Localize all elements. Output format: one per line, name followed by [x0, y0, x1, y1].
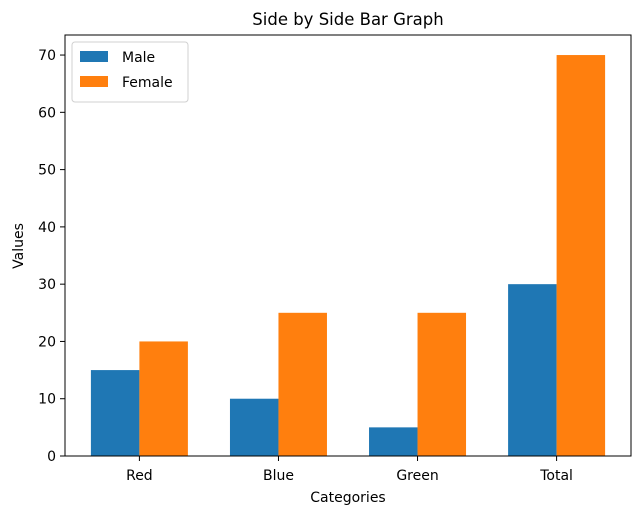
plot-frame — [64, 34, 632, 457]
y-axis: 0 10 20 30 40 50 60 70 — [38, 48, 65, 465]
legend: Male Female — [71, 41, 189, 103]
x-tick-label: Total — [539, 468, 573, 484]
y-tick-label: 30 — [38, 277, 56, 293]
legend-swatch-female — [80, 76, 108, 87]
y-tick-label: 10 — [38, 392, 56, 408]
y-tick-label: 50 — [38, 163, 56, 179]
y-tick-label: 40 — [38, 220, 56, 236]
bar-male-total — [508, 284, 557, 456]
bar-male-red — [90, 370, 140, 456]
bar-female-green — [417, 312, 467, 456]
x-axis: Red Blue Green Total — [126, 456, 573, 484]
legend-label-male: Male — [122, 50, 155, 66]
x-axis-label: Categories — [310, 490, 385, 506]
bar-female-blue — [278, 312, 327, 456]
y-tick-label: 0 — [47, 449, 56, 465]
y-tick-label: 20 — [38, 334, 56, 350]
y-axis-label: Values — [11, 223, 27, 269]
bar-male-blue — [229, 398, 279, 456]
bar-female-total — [556, 55, 606, 457]
y-tick-label: 70 — [38, 48, 56, 64]
chart-title: Side by Side Bar Graph — [252, 10, 443, 29]
bar-female-red — [139, 341, 188, 456]
legend-swatch-male — [80, 51, 108, 62]
x-tick-label: Green — [396, 468, 438, 484]
x-tick-label: Blue — [263, 468, 294, 484]
bars-layer — [90, 55, 606, 457]
x-tick-label: Red — [126, 468, 153, 484]
y-tick-label: 60 — [38, 105, 56, 121]
bar-male-green — [369, 427, 418, 456]
legend-label-female: Female — [122, 75, 173, 91]
